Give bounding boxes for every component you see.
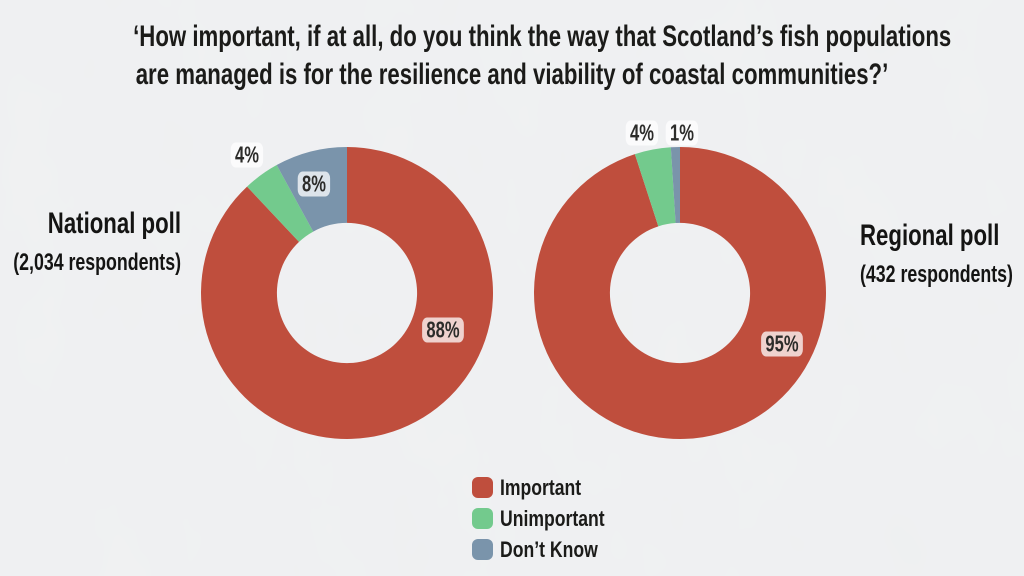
legend-label-unimportant: Unimportant xyxy=(500,505,605,531)
regional-unimportant-label: 4% xyxy=(625,120,659,146)
slice-important xyxy=(201,147,493,439)
national-poll-label: National poll (2,034 respondents) xyxy=(0,208,181,276)
legend-item-important: Important xyxy=(472,474,631,500)
regional-poll-subtitle: (432 respondents) xyxy=(860,261,1013,288)
legend-swatch-important xyxy=(472,477,493,498)
legend-item-dont-know: Don’t Know xyxy=(472,536,631,562)
title-line-1: ‘How important, if at all, do you think … xyxy=(133,20,952,53)
national-dont-know-label: 8% xyxy=(297,171,331,197)
regional-poll-label: Regional poll (432 respondents) xyxy=(860,220,1024,288)
legend-swatch-dont-know xyxy=(472,539,493,560)
legend-label-important: Important xyxy=(500,474,582,500)
title-line-2: are managed is for the resilience and vi… xyxy=(135,58,889,91)
regional-dont-know-label: 1% xyxy=(665,120,699,146)
national-poll-title: National poll xyxy=(47,207,181,240)
regional-important-label: 95% xyxy=(761,331,803,357)
slice-don-t-know xyxy=(670,147,680,224)
legend-label-dont-know: Don’t Know xyxy=(500,536,598,562)
legend: Important Unimportant Don’t Know xyxy=(472,474,631,562)
legend-swatch-unimportant xyxy=(472,508,493,529)
slice-important xyxy=(534,147,826,439)
slice-unimportant xyxy=(247,165,314,242)
national-important-label: 88% xyxy=(422,317,464,343)
regional-poll-title: Regional poll xyxy=(860,219,1000,252)
legend-item-unimportant: Unimportant xyxy=(472,505,631,531)
regional-poll-donut-chart xyxy=(534,147,826,439)
page-title: ‘How important, if at all, do you think … xyxy=(0,18,1024,94)
slice-unimportant xyxy=(634,147,676,227)
national-poll-donut-chart xyxy=(201,147,493,439)
national-unimportant-label: 4% xyxy=(230,142,264,168)
national-poll-subtitle: (2,034 respondents) xyxy=(13,249,181,276)
